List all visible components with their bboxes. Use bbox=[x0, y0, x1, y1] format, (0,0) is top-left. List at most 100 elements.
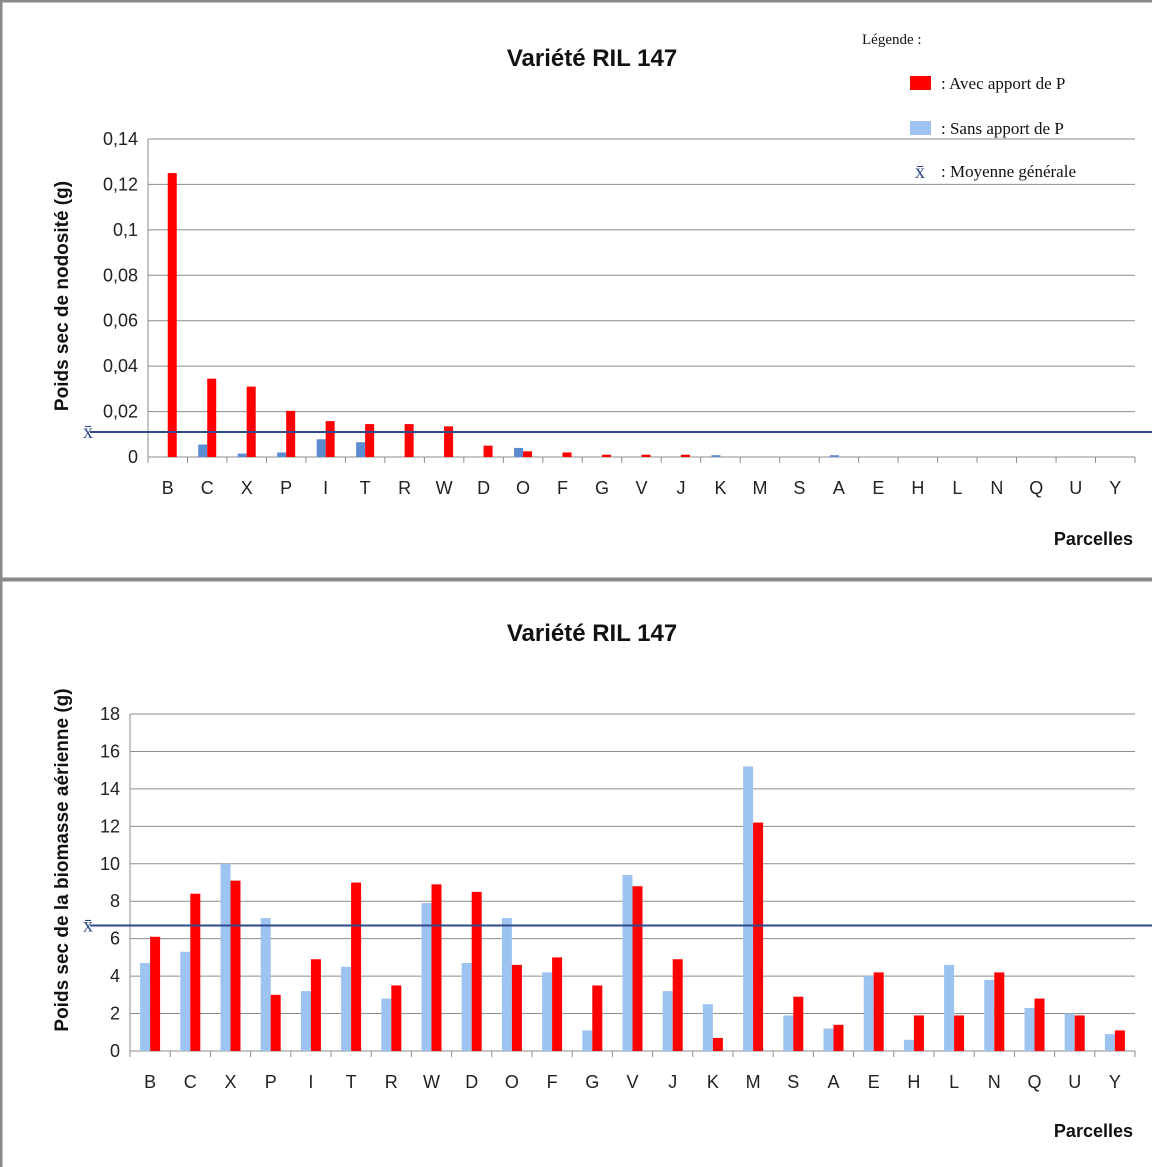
bar-avec-V bbox=[632, 886, 643, 1051]
bar-sans-U bbox=[1064, 1013, 1075, 1051]
x-category-label: S bbox=[787, 1072, 799, 1092]
bar-sans-H bbox=[903, 1039, 914, 1051]
x-category-label: N bbox=[988, 1072, 1001, 1092]
bar-sans-A bbox=[823, 1028, 834, 1051]
x-category-label: G bbox=[585, 1072, 599, 1092]
bar-avec-W bbox=[444, 426, 454, 457]
legend-swatch-sans bbox=[910, 121, 931, 135]
legend-text-mean: : Moyenne générale bbox=[941, 162, 1076, 181]
bar-sans-G bbox=[582, 1030, 593, 1051]
x-category-label: I bbox=[323, 478, 328, 498]
bar-sans-P bbox=[260, 918, 271, 1051]
bar-avec-J bbox=[672, 959, 683, 1051]
y-tick-label: 0 bbox=[128, 447, 138, 467]
bar-sans-O bbox=[501, 918, 512, 1051]
bar-sans-R bbox=[381, 998, 392, 1051]
x-category-label: D bbox=[477, 478, 490, 498]
bar-sans-W bbox=[421, 903, 432, 1051]
bar-avec-B bbox=[167, 173, 177, 458]
x-category-label: F bbox=[557, 478, 568, 498]
bar-sans-K bbox=[702, 1004, 713, 1051]
bar-avec-O bbox=[511, 964, 522, 1051]
mean-label: x̄ bbox=[83, 421, 93, 443]
bar-avec-U bbox=[1074, 1015, 1085, 1051]
bar-sans-M bbox=[743, 766, 754, 1051]
bar-avec-G bbox=[602, 454, 612, 457]
x-category-label: F bbox=[547, 1072, 558, 1092]
bar-sans-Q bbox=[1024, 1007, 1035, 1051]
bar-avec-K bbox=[712, 1037, 723, 1051]
bar-avec-T bbox=[351, 882, 362, 1051]
bar-avec-P bbox=[286, 410, 296, 457]
y-tick-label: 12 bbox=[100, 816, 120, 836]
x-category-label: W bbox=[436, 478, 453, 498]
x-category-label: K bbox=[707, 1072, 719, 1092]
x-category-label: A bbox=[833, 478, 845, 498]
x-category-label: X bbox=[224, 1072, 236, 1092]
x-category-label: H bbox=[911, 478, 924, 498]
y-tick-label: 2 bbox=[110, 1004, 120, 1024]
legend-title: Légende : bbox=[862, 32, 922, 48]
bar-sans-I bbox=[300, 991, 311, 1051]
bar-avec-I bbox=[310, 959, 321, 1051]
y-tick-label: 6 bbox=[110, 929, 120, 949]
bar-sans-E bbox=[863, 976, 874, 1051]
bar-avec-R bbox=[391, 985, 402, 1051]
bar-avec-C bbox=[190, 893, 201, 1051]
x-category-label: B bbox=[144, 1072, 156, 1092]
bar-avec-E bbox=[873, 972, 884, 1051]
bar-sans-X bbox=[237, 453, 247, 457]
x-category-label: S bbox=[793, 478, 805, 498]
bar-avec-T bbox=[365, 424, 375, 457]
x-category-label: W bbox=[423, 1072, 440, 1092]
top-chart-ylabel: Poids sec de nodosité (g) bbox=[52, 181, 73, 411]
bar-avec-F bbox=[562, 452, 572, 457]
bottom-plot-area: 0 2 4 6 8 10 12 14 16 18 B C X P I T R W D O F G V J K M S A E H L N Q U Y… bbox=[83, 704, 1152, 1092]
bar-avec-W bbox=[431, 884, 442, 1051]
bottom-chart-ylabel: Poids sec de la biomasse aérienne (g) bbox=[52, 688, 73, 1031]
bar-avec-D bbox=[471, 891, 482, 1051]
bar-avec-X bbox=[230, 880, 241, 1051]
x-category-label: X bbox=[241, 478, 253, 498]
x-category-label: P bbox=[280, 478, 292, 498]
x-category-label: C bbox=[201, 478, 214, 498]
y-tick-label: 0,1 bbox=[113, 220, 138, 240]
bar-sans-K bbox=[711, 455, 721, 457]
bar-sans-O bbox=[514, 447, 524, 457]
x-category-label: I bbox=[308, 1072, 313, 1092]
x-category-label: N bbox=[990, 478, 1003, 498]
bar-avec-X bbox=[246, 386, 256, 457]
x-category-label: J bbox=[676, 478, 685, 498]
bar-avec-H bbox=[913, 1015, 924, 1051]
x-category-label: T bbox=[360, 478, 371, 498]
bottom-panel-frame bbox=[0, 578, 1152, 1167]
bottom-chart-xlabel: Parcelles bbox=[1054, 1121, 1133, 1141]
bar-avec-G bbox=[592, 985, 603, 1051]
legend-swatch-avec bbox=[910, 76, 931, 90]
bar-avec-I bbox=[325, 421, 335, 457]
bar-sans-Y bbox=[1104, 1034, 1115, 1051]
bar-avec-D bbox=[483, 445, 493, 457]
legend-mean-symbol: x̄ bbox=[915, 161, 925, 183]
x-category-label: M bbox=[752, 478, 767, 498]
y-tick-label: 0,04 bbox=[103, 356, 138, 376]
x-category-label: M bbox=[746, 1072, 761, 1092]
y-tick-label: 18 bbox=[100, 704, 120, 724]
bar-avec-S bbox=[793, 996, 804, 1051]
x-category-label: Q bbox=[1027, 1072, 1041, 1092]
x-category-label: D bbox=[465, 1072, 478, 1092]
x-category-label: E bbox=[872, 478, 884, 498]
y-tick-label: 0 bbox=[110, 1041, 120, 1061]
bar-sans-D bbox=[461, 963, 472, 1051]
bar-avec-B bbox=[150, 936, 161, 1051]
bar-sans-V bbox=[622, 875, 633, 1051]
x-category-label: B bbox=[162, 478, 174, 498]
y-tick-label: 0,02 bbox=[103, 402, 138, 422]
x-category-label: U bbox=[1068, 1072, 1081, 1092]
y-tick-label: 0,06 bbox=[103, 311, 138, 331]
top-chart-title: Variété RIL 147 bbox=[507, 45, 677, 72]
x-category-label: R bbox=[398, 478, 411, 498]
bar-sans-J bbox=[662, 991, 673, 1051]
bar-sans-N bbox=[984, 979, 995, 1051]
legend: Légende : : Avec apport de P : Sans appo… bbox=[862, 32, 1076, 183]
